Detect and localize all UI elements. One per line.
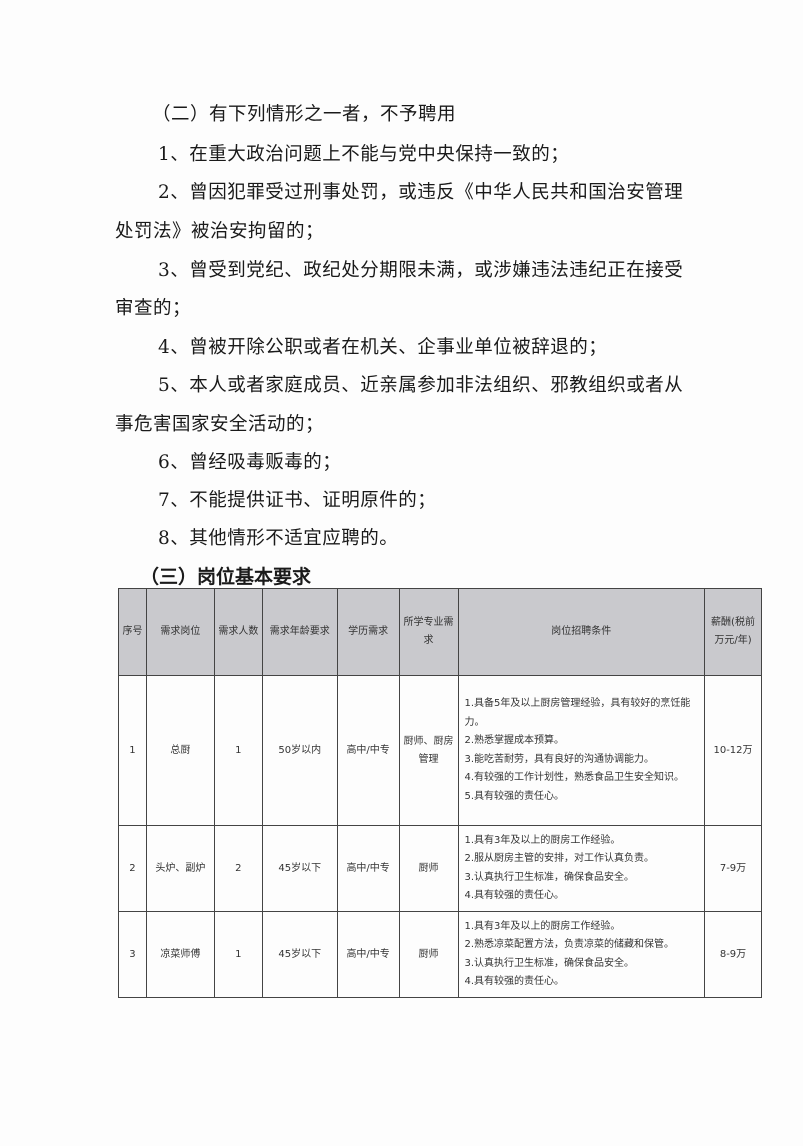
requirement-item: 2.服从厨房主管的安排，对工作认真负责。 (464, 853, 655, 864)
cell-edu: 高中/中专 (336, 825, 400, 912)
requirement-item: 1.具备5年及以上厨房管理经验，具有较好的烹饪能力。 (464, 698, 691, 728)
column-header: 岗位招聘条件 (457, 588, 706, 676)
requirement-item: 3.认真执行卫生标准，确保食品安全。 (464, 957, 635, 969)
paragraph-line: 事危害国家安全活动的； (115, 414, 325, 435)
paragraph-line: 2、曾因犯罪受过刑事处罚，或违反《中华人民共和国治安管理 (158, 182, 684, 203)
cell-position: 总厨 (145, 675, 215, 826)
cell-count: 2 (213, 825, 263, 912)
table-row: 2 头炉、副炉 2 45岁以下 高中/中专 厨师 1.具有3年及以上的厨房工作经验。 2.服从… (118, 825, 762, 912)
cell-salary: 8-9万 (704, 911, 762, 998)
column-header: 序号 (118, 588, 147, 676)
cell-no: 1 (118, 675, 147, 826)
column-header: 所学专业需求 (398, 588, 459, 676)
paragraph-line: 1、在重大政治问题上不能与党中央保持一致的； (158, 144, 570, 165)
paragraph-line: 5、本人或者家庭成员、近亲属参加非法组织、邪教组织或者从 (158, 375, 684, 396)
requirement-item: 4.具有较强的责任心。 (464, 890, 565, 901)
cell-edu: 高中/中专 (336, 911, 400, 998)
job-requirements-table: 序号 需求岗位 需求人数 需求年龄要求 学历需求 所学专业需求 岗位招聘条件 薪酬(税前万元/… (118, 588, 762, 998)
cell-position: 凉菜师傅 (145, 911, 215, 998)
column-header: 需求年龄要求 (261, 588, 338, 676)
cell-major: 厨师 (398, 825, 459, 912)
cell-count: 1 (213, 675, 263, 826)
paragraph-line: 8、其他情形不适宜应聘的。 (158, 528, 399, 549)
cell-age: 45岁以下 (261, 911, 338, 998)
column-header: 需求岗位 (145, 588, 215, 676)
cell-reqs: 1.具有3年及以上的厨房工作经验。 2.熟悉凉菜配置方法，负责凉菜的储藏和保管。 3… (457, 911, 706, 998)
cell-salary: 7-9万 (704, 825, 762, 912)
requirement-item: 4.具有较强的责任心。 (464, 976, 565, 987)
requirement-item: 5.具有较强的责任心。 (464, 790, 565, 802)
paragraph-line: 处罚法》被治安拘留的； (115, 221, 325, 242)
section-3-heading: （三）岗位基本要求 (140, 566, 312, 588)
cell-count: 1 (213, 911, 263, 998)
cell-major: 厨师 (398, 911, 459, 998)
requirement-item: 2.熟悉掌握成本预算。 (464, 735, 565, 746)
cell-position: 头炉、副炉 (145, 825, 215, 912)
cell-no: 2 (118, 825, 147, 912)
requirement-item: 3.认真执行卫生标准，确保食品安全。 (464, 871, 635, 883)
paragraph-line: 6、曾经吸毒贩毒的； (158, 452, 342, 473)
paragraph-line: 审查的； (115, 298, 192, 319)
cell-major: 厨师、厨房管理 (398, 675, 459, 826)
paragraph-line: 3、曾受到党纪、政纪处分期限未满，或涉嫌违法违纪正在接受 (158, 260, 684, 281)
requirement-item: 2.熟悉凉菜配置方法，负责凉菜的储藏和保管。 (464, 939, 675, 950)
table-row: 3 凉菜师傅 1 45岁以下 高中/中专 厨师 1.具有3年及以上的厨房工作经验。 2.熟悉凉… (118, 911, 762, 998)
cell-edu: 高中/中专 (336, 675, 400, 826)
column-header: 学历需求 (336, 588, 400, 676)
requirement-item: 1.具有3年及以上的厨房工作经验。 (464, 920, 621, 932)
section-2-heading: （二）有下列情形之一者，不予聘用 (152, 104, 457, 125)
cell-reqs: 1.具备5年及以上厨房管理经验，具有较好的烹饪能力。 2.熟悉掌握成本预算。 3.能… (457, 675, 706, 826)
requirement-item: 4.有较强的工作计划性，熟悉食品卫生安全知识。 (464, 772, 685, 783)
column-header: 薪酬(税前万元/年) (704, 588, 762, 676)
cell-age: 45岁以下 (261, 825, 338, 912)
cell-salary: 10-12万 (704, 675, 762, 826)
cell-no: 3 (118, 911, 147, 998)
cell-reqs: 1.具有3年及以上的厨房工作经验。 2.服从厨房主管的安排，对工作认真负责。 3.认… (457, 825, 706, 912)
paragraph-line: 4、曾被开除公职或者在机关、企事业单位被辞退的； (158, 337, 608, 358)
requirement-item: 3.能吃苦耐劳，具有良好的沟通协调能力。 (464, 753, 655, 765)
cell-age: 50岁以内 (261, 675, 338, 826)
column-header: 需求人数 (213, 588, 263, 676)
requirement-item: 1.具有3年及以上的厨房工作经验。 (464, 834, 621, 846)
table-row: 1 总厨 1 50岁以内 高中/中专 厨师、厨房管理 1.具备5年及以上厨房管理经验，具有较… (118, 675, 762, 826)
paragraph-line: 7、不能提供证书、证明原件的； (158, 490, 437, 511)
